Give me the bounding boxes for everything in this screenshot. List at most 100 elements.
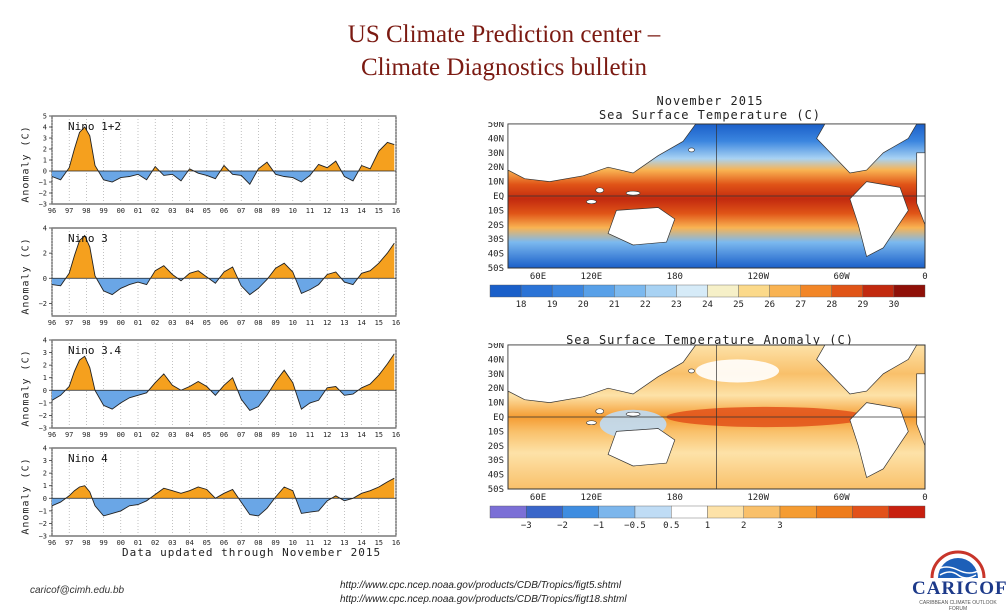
map-lat-label: 50S — [488, 264, 504, 274]
x-tick-label: 05 — [203, 539, 211, 547]
x-tick-label: 14 — [357, 539, 365, 547]
x-tick-label: 03 — [168, 319, 176, 327]
x-tick-label: 97 — [65, 539, 73, 547]
map-lon-label: 180 — [667, 493, 683, 503]
x-tick-label: 09 — [271, 539, 279, 547]
x-tick-label: 13 — [340, 431, 348, 439]
y-tick-label: 4 — [43, 124, 47, 132]
x-tick-label: 12 — [323, 539, 331, 547]
x-tick-label: 98 — [82, 539, 90, 547]
y-tick-label: −1 — [39, 179, 47, 187]
colorbar-swatch — [489, 505, 527, 519]
ssta-map: 50N 40N 30N 20N 10N EQ 10S 20S 30S 40S 50S 60E 120E 1… — [488, 343, 928, 531]
x-tick-label: 16 — [392, 207, 400, 215]
island-landmass — [625, 190, 641, 196]
x-tick-label: 96 — [48, 539, 56, 547]
map-lon-label: 120E — [581, 272, 603, 282]
x-tick-label: 06 — [220, 207, 228, 215]
sst-map-title-line2: Sea Surface Temperature (C) — [598, 108, 822, 122]
x-tick-label: 03 — [168, 207, 176, 215]
negative-anomaly-area — [52, 278, 358, 295]
colorbar-swatch — [489, 284, 522, 298]
map-lat-label: 40N — [488, 134, 504, 144]
nino4-chart: 96 97 98 99 00 01 02 03 04 05 06 07 08 09 10 11 12 13 14 15… — [39, 445, 401, 548]
map-lat-label: 30S — [488, 235, 504, 245]
map-lat-label: 10N — [488, 178, 504, 188]
x-tick-label: 01 — [134, 539, 142, 547]
x-tick-label: 09 — [271, 319, 279, 327]
y-tick-label: 3 — [43, 349, 47, 357]
colorbar-swatch — [862, 284, 895, 298]
nino12-chart: 96 97 98 99 00 01 02 03 04 05 06 07 08 09 10 11 12 13 14 15… — [39, 113, 401, 216]
x-tick-label: 96 — [48, 431, 56, 439]
map-lon-label: 60W — [833, 272, 850, 282]
y-tick-label: −2 — [39, 190, 47, 198]
map-lat-label: 40S — [488, 471, 504, 481]
y-tick-label: 1 — [43, 482, 47, 490]
logo-subtext: CARIBBEAN CLIMATE OUTLOOK FORUM — [919, 600, 997, 612]
y-tick-label: 4 — [43, 445, 47, 453]
island-landmass — [586, 199, 597, 205]
colorbar-swatch — [707, 284, 739, 298]
nino34-panel: Anomaly (C) 96 97 98 99 00 01 02 03 04 05 06 07 08 09… — [18, 332, 403, 444]
x-tick-label: 08 — [254, 431, 262, 439]
footer-email: caricof@cimh.edu.bb — [30, 585, 125, 596]
y-tick-label: 2 — [43, 470, 47, 478]
x-tick-label: 13 — [340, 319, 348, 327]
colorbar-swatch — [893, 284, 926, 298]
x-tick-label: 96 — [48, 207, 56, 215]
colorbar-tick-label: 23 — [671, 300, 682, 310]
x-tick-label: 09 — [271, 431, 279, 439]
colorbar-swatch — [562, 505, 599, 519]
colorbar-tick-label: 30 — [889, 300, 900, 310]
x-tick-label: 02 — [151, 207, 159, 215]
y-tick-label: −3 — [39, 201, 47, 209]
australia-landmass — [607, 428, 676, 467]
anomaly-series-line — [51, 126, 395, 185]
x-tick-label: 10 — [289, 319, 297, 327]
colorbar-tick-label: 29 — [857, 300, 868, 310]
y-tick-label: 0 — [43, 275, 47, 283]
url-link-2[interactable]: http://www.cpc.ncep.noaa.gov/products/CD… — [340, 594, 627, 605]
y-tick-label: 0 — [43, 495, 47, 503]
logo-text: CARICOF — [912, 578, 1008, 599]
colorbar-tick-label: 19 — [547, 300, 558, 310]
url-link-1[interactable]: http://www.cpc.ncep.noaa.gov/products/CD… — [340, 580, 622, 591]
map-lat-label: 20N — [488, 163, 504, 173]
x-tick-label: 97 — [65, 319, 73, 327]
x-tick-label: 99 — [99, 539, 107, 547]
positive-anomaly-area — [52, 353, 395, 391]
x-tick-label: 04 — [185, 319, 193, 327]
negative-anomaly-area — [52, 390, 359, 411]
x-tick-label: 06 — [220, 539, 228, 547]
colorbar-swatch — [598, 505, 636, 519]
south-america-landmass — [849, 402, 909, 479]
africa-landmass — [916, 373, 926, 446]
nino12-ylabel: Anomaly (C) — [20, 125, 32, 203]
nino3-ylabel: Anomaly (C) — [20, 237, 32, 315]
colorbar-swatch — [743, 505, 781, 519]
map-lat-label: 30S — [488, 456, 504, 466]
colorbar-swatch — [676, 284, 708, 298]
colorbar-tick-label: 3 — [777, 521, 782, 531]
x-tick-label: 96 — [48, 319, 56, 327]
x-tick-label: 02 — [151, 539, 159, 547]
map-lat-label: 50S — [488, 485, 504, 495]
colorbar-swatch — [526, 505, 563, 519]
x-tick-label: 03 — [168, 539, 176, 547]
colorbar-tick-label: 20 — [578, 300, 589, 310]
y-tick-label: 3 — [43, 457, 47, 465]
y-tick-label: 3 — [43, 135, 47, 143]
colorbar-tick-label: 2 — [741, 521, 746, 531]
x-tick-label: 03 — [168, 431, 176, 439]
x-tick-label: 11 — [306, 539, 314, 547]
map-lon-label: 0 — [922, 272, 927, 282]
x-tick-label: 00 — [117, 539, 125, 547]
colorbar-tick-label: 18 — [516, 300, 527, 310]
nino4-ylabel: Anomaly (C) — [20, 457, 32, 535]
map-lat-label: 40S — [488, 250, 504, 260]
colorbar-tick-label: 28 — [826, 300, 837, 310]
slide-title-line2: Climate Diagnostics bulletin — [360, 54, 648, 81]
colorbar-swatch — [520, 284, 553, 298]
map-lat-label: 50N — [488, 122, 504, 130]
